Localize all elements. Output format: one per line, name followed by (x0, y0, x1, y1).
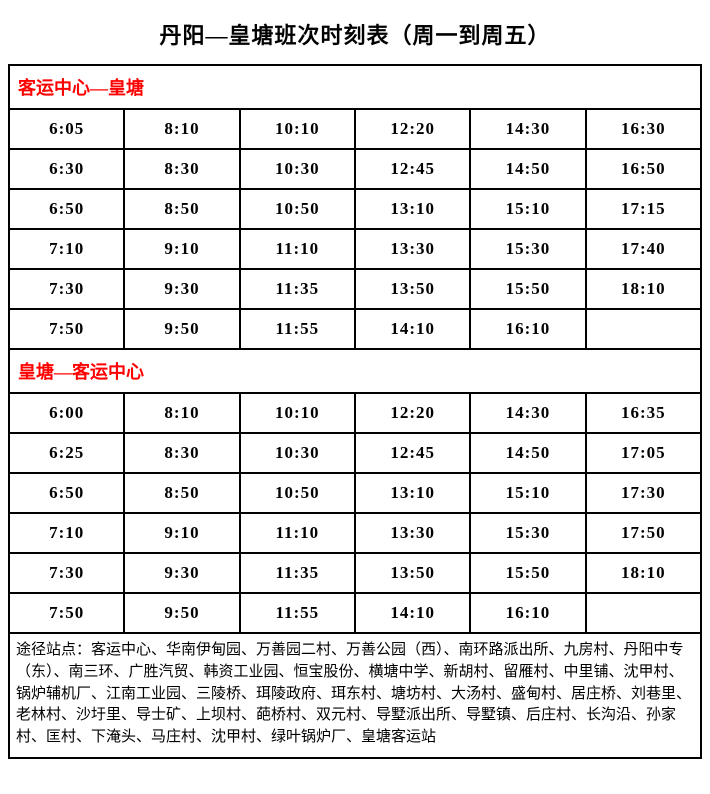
table-row: 7:509:5011:5514:1016:10 (9, 309, 701, 349)
time-cell (586, 593, 701, 633)
time-cell: 12:45 (355, 433, 470, 473)
page-title: 丹阳—皇塘班次时刻表（周一到周五） (9, 8, 701, 65)
time-cell: 7:50 (9, 309, 124, 349)
time-cell: 16:10 (470, 309, 585, 349)
time-cell: 10:10 (240, 109, 355, 149)
time-cell: 10:50 (240, 473, 355, 513)
timetable: 丹阳—皇塘班次时刻表（周一到周五） 客运中心—皇塘 6:058:1010:101… (8, 8, 702, 759)
table-row: 7:309:3011:3513:5015:5018:10 (9, 269, 701, 309)
time-cell: 17:40 (586, 229, 701, 269)
table-row: 7:309:3011:3513:5015:5018:10 (9, 553, 701, 593)
time-cell: 11:10 (240, 513, 355, 553)
time-cell: 18:10 (586, 269, 701, 309)
table-row: 7:109:1011:1013:3015:3017:50 (9, 513, 701, 553)
time-cell: 10:30 (240, 433, 355, 473)
time-cell: 9:10 (124, 513, 239, 553)
time-cell: 6:00 (9, 393, 124, 433)
time-cell: 15:10 (470, 473, 585, 513)
table-row: 6:008:1010:1012:2014:3016:35 (9, 393, 701, 433)
time-cell: 11:35 (240, 553, 355, 593)
time-cell: 6:05 (9, 109, 124, 149)
time-cell: 7:30 (9, 553, 124, 593)
time-cell: 13:50 (355, 553, 470, 593)
time-cell: 9:50 (124, 309, 239, 349)
time-cell: 6:50 (9, 473, 124, 513)
time-cell: 10:10 (240, 393, 355, 433)
time-cell: 14:10 (355, 309, 470, 349)
time-cell: 8:10 (124, 109, 239, 149)
table-row: 7:109:1011:1013:3015:3017:40 (9, 229, 701, 269)
time-cell: 11:55 (240, 593, 355, 633)
time-cell: 12:20 (355, 393, 470, 433)
time-cell: 13:50 (355, 269, 470, 309)
time-cell: 13:30 (355, 229, 470, 269)
time-cell: 15:30 (470, 229, 585, 269)
time-cell: 9:30 (124, 553, 239, 593)
section-header-inbound: 皇塘—客运中心 (9, 349, 701, 393)
time-cell: 9:50 (124, 593, 239, 633)
time-cell: 7:30 (9, 269, 124, 309)
time-cell: 16:30 (586, 109, 701, 149)
time-cell: 8:50 (124, 189, 239, 229)
time-cell: 15:10 (470, 189, 585, 229)
time-cell: 15:50 (470, 269, 585, 309)
time-cell: 12:20 (355, 109, 470, 149)
time-cell: 16:35 (586, 393, 701, 433)
time-cell: 10:30 (240, 149, 355, 189)
route-stops: 途径站点：客运中心、华南伊甸园、万善园二村、万善公园（西）、南环路派出所、九房村… (9, 633, 701, 758)
time-cell: 11:55 (240, 309, 355, 349)
time-cell: 16:10 (470, 593, 585, 633)
time-cell: 14:50 (470, 149, 585, 189)
time-cell: 13:30 (355, 513, 470, 553)
time-cell: 17:15 (586, 189, 701, 229)
time-cell: 6:25 (9, 433, 124, 473)
time-cell: 8:10 (124, 393, 239, 433)
table-row: 6:508:5010:5013:1015:1017:15 (9, 189, 701, 229)
time-cell (586, 309, 701, 349)
time-cell: 10:50 (240, 189, 355, 229)
table-row: 6:058:1010:1012:2014:3016:30 (9, 109, 701, 149)
time-cell: 8:30 (124, 433, 239, 473)
time-cell: 7:10 (9, 229, 124, 269)
time-cell: 11:10 (240, 229, 355, 269)
table-row: 6:508:5010:5013:1015:1017:30 (9, 473, 701, 513)
time-cell: 15:50 (470, 553, 585, 593)
time-cell: 7:10 (9, 513, 124, 553)
time-cell: 17:30 (586, 473, 701, 513)
section1-body: 6:058:1010:1012:2014:3016:306:308:3010:3… (9, 109, 701, 349)
time-cell: 13:10 (355, 189, 470, 229)
table-row: 6:258:3010:3012:4514:5017:05 (9, 433, 701, 473)
time-cell: 8:50 (124, 473, 239, 513)
section2-body: 6:008:1010:1012:2014:3016:356:258:3010:3… (9, 393, 701, 633)
time-cell: 6:30 (9, 149, 124, 189)
time-cell: 14:30 (470, 109, 585, 149)
time-cell: 17:05 (586, 433, 701, 473)
time-cell: 17:50 (586, 513, 701, 553)
time-cell: 7:50 (9, 593, 124, 633)
time-cell: 18:10 (586, 553, 701, 593)
time-cell: 6:50 (9, 189, 124, 229)
time-cell: 14:10 (355, 593, 470, 633)
time-cell: 8:30 (124, 149, 239, 189)
table-row: 6:308:3010:3012:4514:5016:50 (9, 149, 701, 189)
time-cell: 14:50 (470, 433, 585, 473)
time-cell: 11:35 (240, 269, 355, 309)
time-cell: 13:10 (355, 473, 470, 513)
time-cell: 14:30 (470, 393, 585, 433)
time-cell: 15:30 (470, 513, 585, 553)
time-cell: 12:45 (355, 149, 470, 189)
time-cell: 9:10 (124, 229, 239, 269)
time-cell: 9:30 (124, 269, 239, 309)
table-row: 7:509:5011:5514:1016:10 (9, 593, 701, 633)
time-cell: 16:50 (586, 149, 701, 189)
section-header-outbound: 客运中心—皇塘 (9, 65, 701, 109)
